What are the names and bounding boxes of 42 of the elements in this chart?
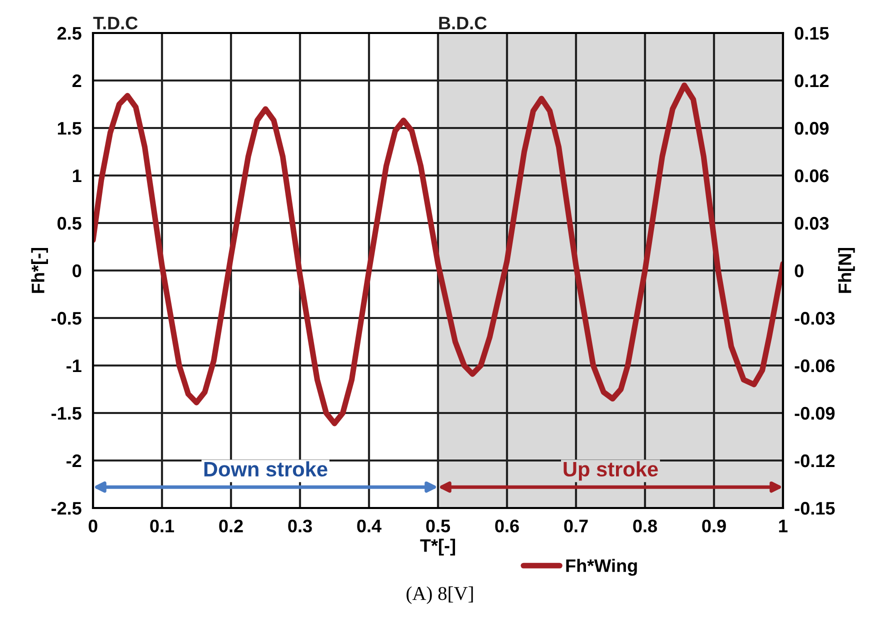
y-tick-label: 1.5 [58,122,82,135]
y-tick-label: 0 [72,264,82,278]
y-tick-label: 1 [72,170,82,182]
x-tick-label: 0.3 [288,520,312,532]
x-tick-label: 0.2 [219,520,243,532]
x-tick-label: 1 [779,520,788,532]
y-tick-label: 2 [72,74,82,88]
y2-tick-label: -0.06 [794,359,835,372]
x-axis-title: T*[-] [420,538,456,556]
x-tick-label: 0.6 [495,520,519,532]
y-tick-label: -1 [66,360,82,372]
text: (A) 8[V] [406,586,473,604]
y2-tick-label: -0.12 [794,454,835,468]
y2-axis-title: Fh[N] [838,248,855,293]
y-axis-title: Fh*[-] [31,248,48,293]
y-tick-label: -1.5 [51,407,82,420]
y-tick-label: -0.5 [51,312,82,325]
y2-tick-label: -0.03 [794,312,835,325]
y2-tick-label: -0.09 [794,406,835,420]
y2-tick-label: -0.15 [794,502,835,515]
x-tick-label: 0.4 [357,520,382,532]
y-tick-label: -2 [66,454,82,468]
x-tick-label: 0.8 [633,520,657,532]
legend-label: Fh*Wing [566,558,637,576]
x-tick-label: 0.5 [426,520,450,532]
x-tick-label: 0.1 [150,520,174,532]
y2-tick-label: 0.03 [794,216,829,230]
x-tick-label: 0.9 [702,520,726,532]
x-tick-label: 0 [88,520,98,532]
text: T.D.C [93,16,138,30]
y-tick-label: 2.5 [57,26,82,40]
y2-tick-label: 0.09 [794,122,829,135]
y2-tick-label: 0 [794,264,804,278]
y-tick-label: 0.5 [58,216,82,230]
y-tick-label: -2.5 [51,502,82,515]
annotation: Up stroke [564,461,658,481]
y2-tick-label: 0.06 [794,169,829,182]
y2-tick-label: 0.15 [794,26,829,40]
text: B.D.C [439,16,487,30]
x-tick-label: 0.7 [564,520,588,532]
annotation: Down stroke [204,461,328,477]
y2-tick-label: 0.12 [794,74,829,88]
